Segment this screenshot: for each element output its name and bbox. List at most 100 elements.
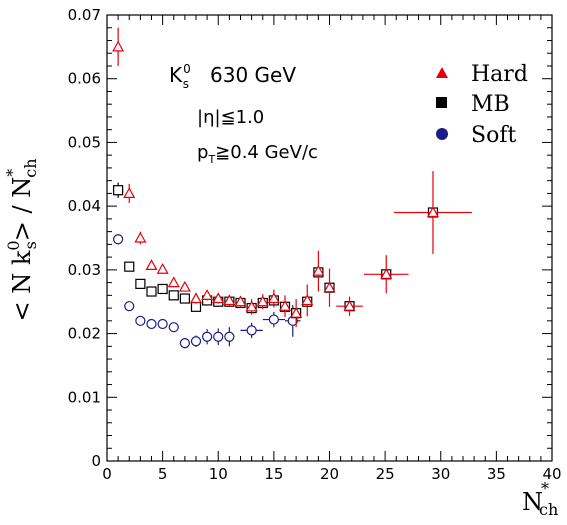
marker-triangle [145, 259, 158, 270]
marker-triangle [245, 300, 258, 312]
x-tick-label: 25 [376, 465, 395, 483]
marker-triangle [156, 262, 169, 274]
data-point-hard [394, 171, 472, 254]
y-tick-label: 0.04 [68, 197, 101, 215]
annotation-particle-sub: s [183, 77, 189, 91]
data-point-soft [240, 322, 263, 339]
marker-triangle [167, 276, 180, 288]
annotation-energy: 630 GeV [210, 63, 296, 87]
data-point-hard [167, 276, 180, 288]
data-point-hard [267, 289, 280, 308]
data-point-soft [124, 301, 135, 312]
tick-labels: 0 5 10 15 20 25 30 35 40 0 0.01 0.02 0.03 0.04 0.05 0.0… [68, 6, 562, 483]
x-axis-label-sup: * [541, 479, 549, 498]
marker-triangle [323, 281, 336, 293]
data-point-soft [135, 315, 146, 326]
data-point-hard [112, 27, 125, 66]
marker-circle [268, 314, 279, 325]
marker-square [135, 278, 146, 289]
x-tick-label: 0 [102, 465, 112, 483]
svg-text:N*ch: N* ch [522, 479, 558, 519]
annotation-particle: K [169, 63, 183, 87]
marker-circle [202, 331, 213, 342]
marker-triangle [189, 292, 203, 304]
legend-marker-mb [436, 97, 447, 108]
annotation-eta-cut: |η|≦1.0 [197, 107, 264, 128]
data-point-mb [146, 286, 157, 297]
data-point-soft [113, 234, 124, 245]
y-tick-label: 0.02 [68, 325, 101, 343]
marker-triangle [312, 264, 325, 276]
marker-triangle [290, 306, 303, 318]
series-layer [112, 27, 472, 349]
data-point-mb [157, 283, 168, 295]
marker-circle [224, 331, 235, 342]
marker-triangle [201, 289, 214, 300]
marker-circle [146, 318, 157, 330]
y-axis-label-sup: 0 [4, 240, 23, 250]
data-point-soft [157, 318, 168, 330]
marker-square [168, 290, 179, 301]
y-tick-label: 0.07 [68, 6, 101, 24]
data-point-hard [212, 292, 225, 304]
data-point-hard [336, 296, 363, 316]
marker-square [157, 283, 168, 295]
marker-triangle [278, 299, 292, 311]
y-axis-label: < N k0s> / N*ch [3, 158, 40, 321]
y-axis-label-tail-sup: * [3, 169, 22, 177]
marker-circle [124, 301, 135, 312]
data-point-hard [363, 255, 409, 294]
marker-circle [168, 322, 179, 333]
marker-circle [113, 234, 124, 245]
data-point-hard [123, 183, 136, 203]
x-tick-label: 5 [158, 465, 168, 483]
data-point-mb [190, 301, 202, 312]
x-tick-label: 10 [209, 465, 228, 483]
data-point-hard [256, 294, 269, 310]
marker-circle [135, 315, 146, 326]
svg-text:pT≧0.4 GeV/c: pT≧0.4 GeV/c [197, 142, 318, 166]
marker-triangle [178, 280, 191, 292]
y-tick-label: 0.06 [68, 70, 101, 88]
legend-label-hard: Hard [471, 62, 528, 87]
legend-marker-hard [436, 67, 448, 78]
series-hard [112, 27, 472, 328]
data-point-hard [323, 268, 336, 307]
data-point-mb [113, 182, 124, 198]
x-tick-label: 30 [431, 465, 450, 483]
legend-marker-soft [436, 128, 448, 140]
y-axis-label-sub: s [21, 241, 40, 249]
legend-entry-soft: Soft [436, 123, 516, 148]
annotation-pt-rest: ≧0.4 GeV/c [215, 142, 318, 163]
y-tick-label: 0.01 [68, 388, 101, 406]
x-tick-label: 20 [320, 465, 339, 483]
marker-circle [190, 336, 202, 347]
data-point-hard [201, 289, 214, 301]
legend-label-soft: Soft [471, 123, 516, 148]
data-point-mb [124, 261, 135, 272]
data-point-soft [190, 335, 202, 347]
marker-square [124, 261, 135, 272]
svg-text:< N k0s> / N*ch: < N k0s> / N*ch [3, 158, 40, 321]
x-axis-label-sub: ch [539, 500, 558, 519]
legend-entry-hard: Hard [436, 62, 528, 87]
marker-triangle [256, 295, 269, 307]
annotation-particle-sup: 0 [183, 62, 191, 76]
x-axis-label-main: N [522, 488, 543, 516]
data-point-mb [168, 290, 179, 301]
data-point-hard [156, 262, 169, 274]
data-point-hard [234, 295, 247, 308]
marker-triangle [426, 206, 439, 218]
data-point-soft [224, 327, 235, 347]
marker-triangle [301, 294, 314, 306]
x-tick-label: 40 [542, 465, 561, 483]
y-axis-label-main: < N k [8, 250, 36, 321]
marker-circle [246, 325, 257, 336]
data-point-soft [168, 322, 179, 333]
y-tick-label: 0.03 [68, 261, 101, 279]
marker-circle [179, 338, 190, 349]
annotation-pt-p: p [197, 142, 208, 163]
annotations: K0 s 630 GeV |η|≦1.0 pT≧0.4 GeV/c [169, 62, 318, 166]
data-point-hard [245, 299, 258, 315]
